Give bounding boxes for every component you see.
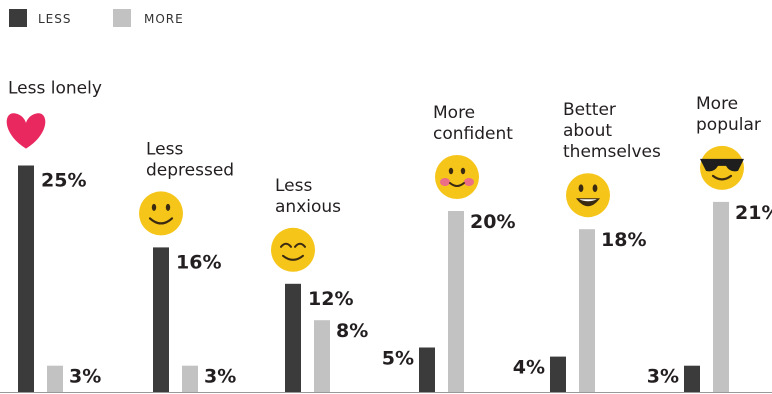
legend-label-less: LESS — [38, 12, 72, 26]
legend: LESS MORE — [9, 9, 184, 27]
smiley-icon-1 — [139, 191, 183, 236]
legend-label-more: MORE — [144, 12, 184, 26]
value-label-more-1: 3% — [204, 366, 236, 388]
bar-more-4 — [579, 229, 595, 393]
bar-more-1 — [182, 365, 198, 393]
bar-more-3 — [448, 211, 464, 393]
blushing-face-icon-3 — [435, 155, 479, 199]
bar-less-5 — [684, 365, 700, 393]
value-label-more-4: 18% — [601, 229, 646, 251]
category-label-4: Better about themselves — [563, 100, 661, 162]
category-label-5: More popular — [696, 94, 761, 135]
sunglasses-face-icon-5 — [700, 145, 744, 190]
category-label-1: Less depressed — [146, 139, 234, 180]
bar-less-3 — [419, 347, 435, 393]
bar-less-4 — [550, 356, 566, 393]
category-label-2: Less anxious — [275, 176, 341, 217]
grinning-face-icon-4 — [566, 173, 610, 218]
value-label-less-3: 5% — [382, 348, 414, 370]
value-label-less-5: 3% — [647, 366, 679, 388]
value-label-less-0: 25% — [41, 170, 86, 192]
bar-more-5 — [713, 201, 729, 393]
value-label-more-5: 21% — [735, 202, 772, 224]
bar-less-0 — [18, 165, 34, 393]
heart-icon-0 — [6, 113, 46, 149]
value-label-more-2: 8% — [336, 320, 368, 342]
bar-more-2 — [314, 320, 330, 393]
bar-more-0 — [47, 365, 63, 393]
value-label-less-1: 16% — [176, 251, 221, 273]
value-label-less-2: 12% — [308, 288, 353, 310]
value-label-more-3: 20% — [470, 211, 515, 233]
legend-swatch-more — [113, 9, 131, 27]
category-label-0: Less lonely — [8, 79, 102, 99]
bar-less-2 — [285, 283, 301, 393]
value-label-more-0: 3% — [69, 366, 101, 388]
category-label-3: More confident — [433, 103, 513, 144]
bar-less-1 — [153, 247, 169, 393]
chart-marks: 25% 3% Less lonely 16% 3% Less depressed 12% 8% L… — [6, 79, 772, 393]
legend-swatch-less — [9, 9, 27, 27]
relieved-face-icon-2 — [271, 227, 315, 272]
value-label-less-4: 4% — [513, 357, 545, 379]
